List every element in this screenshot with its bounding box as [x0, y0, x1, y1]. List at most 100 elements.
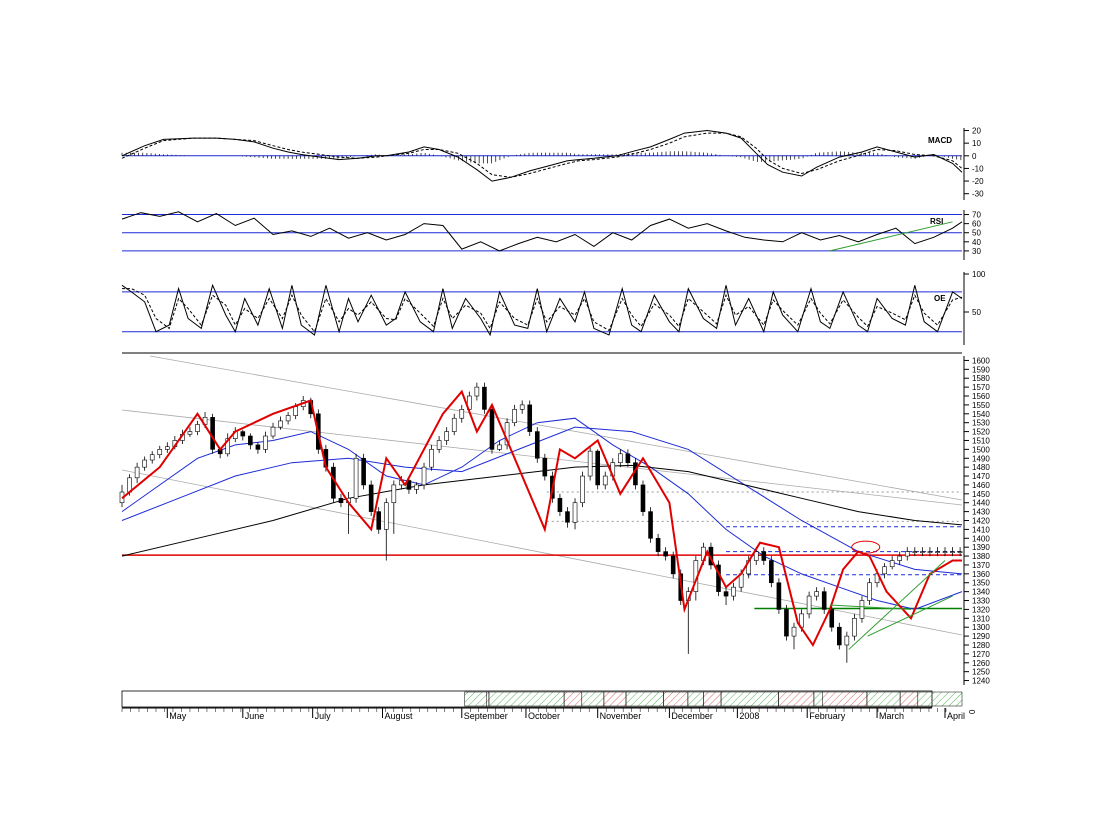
candle-body [187, 431, 193, 435]
y-tick-label: 40 [972, 238, 981, 247]
candle-body [285, 415, 291, 422]
y-tick-label: 0 [972, 152, 977, 161]
oe-label: OE [934, 294, 946, 303]
x-tick-label: December [671, 711, 713, 721]
candle-body [648, 511, 653, 539]
candle-body [557, 497, 563, 512]
y-tick-label: 30 [972, 247, 981, 256]
candle-body [731, 586, 736, 597]
candle-body [927, 551, 933, 553]
candle-body [935, 551, 940, 553]
candle-body [353, 457, 359, 499]
signal-segment [687, 691, 704, 707]
x-axis: May June July August September October Novembe… [121, 707, 965, 721]
candle-body [829, 609, 835, 628]
candle-body [225, 438, 231, 455]
y-tick-label: -20 [972, 177, 984, 186]
candle-body [882, 566, 887, 575]
y-tick-label: 50 [972, 308, 981, 317]
y-tick-label: 1560 [972, 392, 990, 401]
y-tick-label: 1490 [972, 454, 990, 463]
y-tick-label: 1340 [972, 588, 990, 597]
candle-body [482, 386, 487, 410]
y-tick-label: 1590 [972, 365, 990, 374]
candle-body [263, 435, 268, 450]
candle-body [534, 431, 540, 459]
candle-body [474, 386, 480, 397]
candle-body [867, 582, 872, 601]
candle-body [142, 459, 147, 468]
macd-signal-line [121, 132, 963, 178]
candle-body [519, 404, 525, 410]
y-tick-label: 1580 [972, 374, 990, 383]
candle-body [542, 457, 548, 477]
candle-body [859, 600, 865, 619]
trendline [829, 604, 912, 610]
signal-segment [663, 691, 689, 707]
y-tick-label: 1600 [972, 356, 990, 365]
x-tick-label: October [528, 711, 560, 721]
price-panel: 1600159015801570156015501540153015201510… [119, 352, 990, 686]
candle-body [421, 466, 427, 486]
signal-segment [625, 691, 664, 707]
y-tick-label: 1390 [972, 543, 990, 552]
y-tick-label: 1380 [972, 552, 990, 561]
signal-segment [813, 691, 823, 707]
signal-segment [486, 691, 490, 707]
candle-body [670, 555, 676, 575]
y-tick-label: 100 [972, 270, 986, 279]
candle-body [255, 444, 261, 450]
y-tick-label: 1290 [972, 632, 990, 641]
macd-label: MACD [928, 136, 952, 145]
y-tick-label: 1240 [972, 677, 990, 686]
y-tick-label: 1510 [972, 436, 990, 445]
oe-line [121, 283, 963, 337]
y-tick-label: 1500 [972, 445, 990, 454]
x-tick-label: February [809, 711, 846, 721]
candle-body [489, 409, 495, 450]
moving-average-line [121, 426, 963, 575]
highlight-ellipse [851, 540, 881, 554]
y-tick-label: 10 [972, 139, 981, 148]
y-tick-label: 1370 [972, 561, 990, 570]
candle-body [821, 591, 827, 610]
macd-panel: 20 10 0 -10 -20 -30 MACD [121, 127, 984, 200]
candle-body [920, 551, 925, 553]
candle-body [602, 475, 608, 486]
candle-body [814, 591, 819, 597]
rsi-line [121, 211, 963, 252]
trendline [848, 560, 946, 650]
candle-body [904, 551, 910, 557]
signal-segment [917, 691, 963, 707]
candle-body [784, 609, 789, 637]
oe-panel: 100 50 OE [121, 270, 986, 345]
y-tick-label: 1330 [972, 597, 990, 606]
oe-signal-line [122, 288, 963, 333]
y-tick-label: 1250 [972, 668, 990, 677]
zigzag-line [121, 389, 962, 648]
candle-body [957, 551, 963, 553]
candle-body [376, 511, 382, 530]
candle-body [248, 435, 253, 446]
signal-segment [866, 691, 901, 707]
candle-body [618, 453, 623, 464]
candle-body [270, 426, 276, 437]
rsi-label: RSI [930, 217, 943, 226]
candle-body [852, 618, 857, 637]
x-tick-label: November [600, 711, 642, 721]
y-tick-label: 1520 [972, 428, 990, 437]
candle-body [451, 417, 457, 432]
signal-segment [778, 691, 815, 707]
candle-body [572, 502, 578, 523]
trendline [867, 595, 953, 637]
x-tick-label: April [947, 711, 965, 721]
candle-body [497, 444, 502, 450]
candle-body [429, 449, 434, 468]
y-tick-label: 1410 [972, 525, 990, 534]
macd-line [121, 129, 963, 182]
y-tick-label: 60 [972, 220, 981, 229]
y-tick-label: 1440 [972, 499, 990, 508]
signal-segment [720, 691, 779, 707]
candle-body [361, 457, 366, 486]
